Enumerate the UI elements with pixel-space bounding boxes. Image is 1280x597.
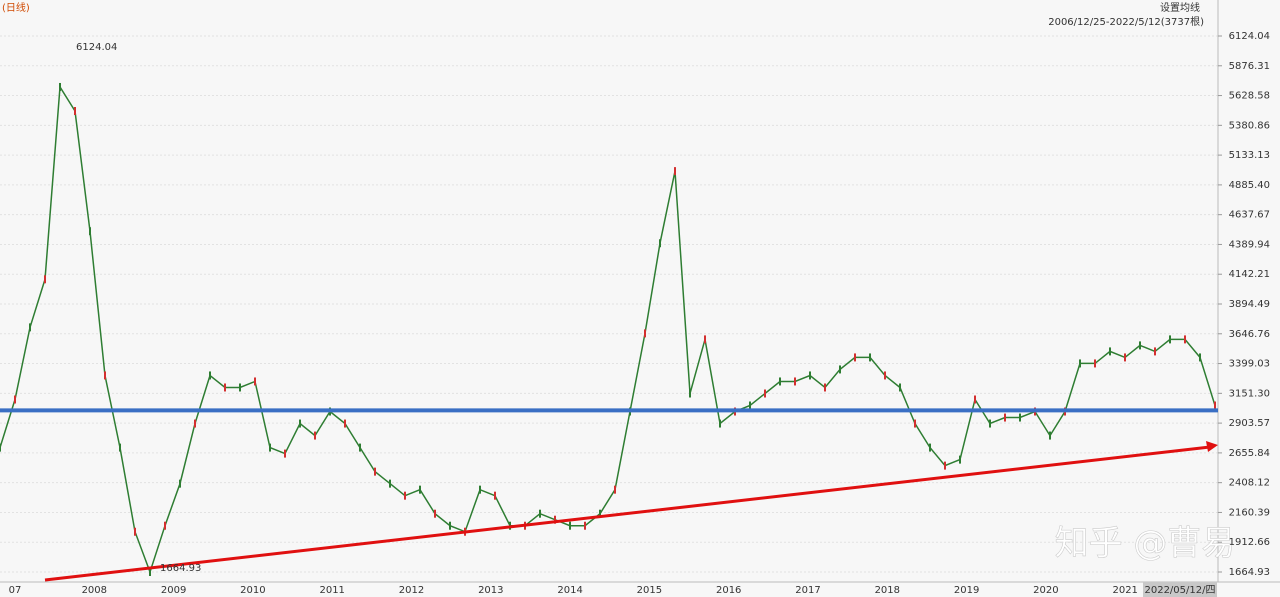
y-tick-label: 2655.84: [1229, 448, 1270, 459]
x-tick-label: 2017: [795, 585, 820, 596]
range-label: 2006/12/25-2022/5/12(3737根): [1048, 15, 1204, 28]
period-label: (日线): [2, 1, 30, 14]
x-tick-label: 2014: [557, 585, 582, 596]
y-tick-label: 6124.04: [1229, 31, 1270, 42]
annotation: 6124.04: [76, 42, 117, 53]
x-tick-label: 2011: [319, 585, 344, 596]
y-tick-label: 4389.94: [1229, 239, 1270, 250]
x-tick-label: 2021: [1112, 585, 1137, 596]
x-tick-label: 2020: [1033, 585, 1058, 596]
x-tick-label: 2012: [399, 585, 424, 596]
date-label-box: [1143, 582, 1217, 597]
y-tick-label: 4142.21: [1229, 269, 1270, 280]
x-tick-label: 2010: [240, 585, 265, 596]
series-line: [0, 84, 1216, 575]
annotation: 1664.93: [160, 563, 201, 574]
y-tick-label: 5380.86: [1229, 120, 1270, 131]
trend-arrow: [1206, 441, 1218, 452]
x-tick-label: 2015: [637, 585, 662, 596]
y-tick-label: 4637.67: [1229, 210, 1270, 221]
y-tick-label: 3151.30: [1229, 388, 1270, 399]
y-tick-label: 1912.66: [1229, 537, 1270, 548]
x-tick-label: 2008: [82, 585, 107, 596]
y-tick-label: 2160.39: [1229, 507, 1270, 518]
x-tick-label: 2013: [478, 585, 503, 596]
y-tick-label: 3646.76: [1229, 329, 1270, 340]
y-tick-label: 1664.93: [1229, 567, 1270, 578]
x-tick-label: 2019: [954, 585, 979, 596]
trend-line: [44, 445, 1211, 582]
y-tick-label: 5133.13: [1229, 150, 1270, 161]
date-label: 2022/05/12/四: [1144, 585, 1215, 596]
y-tick-label: 2408.12: [1229, 478, 1270, 489]
ma-button[interactable]: 设置均线: [1160, 1, 1200, 14]
y-tick-label: 2903.57: [1229, 418, 1270, 429]
x-tick-label: 2009: [161, 585, 186, 596]
y-tick-label: 4885.40: [1229, 180, 1270, 191]
y-tick-label: 5876.31: [1229, 61, 1270, 72]
y-tick-label: 3894.49: [1229, 299, 1270, 310]
x-tick-label: 2016: [716, 585, 741, 596]
y-tick-label: 5628.58: [1229, 91, 1270, 102]
x-tick-label: 07: [9, 585, 22, 596]
watermark: 知乎 @曹易: [1055, 524, 1236, 564]
x-tick-label: 2018: [875, 585, 900, 596]
y-tick-label: 3399.03: [1229, 359, 1270, 370]
